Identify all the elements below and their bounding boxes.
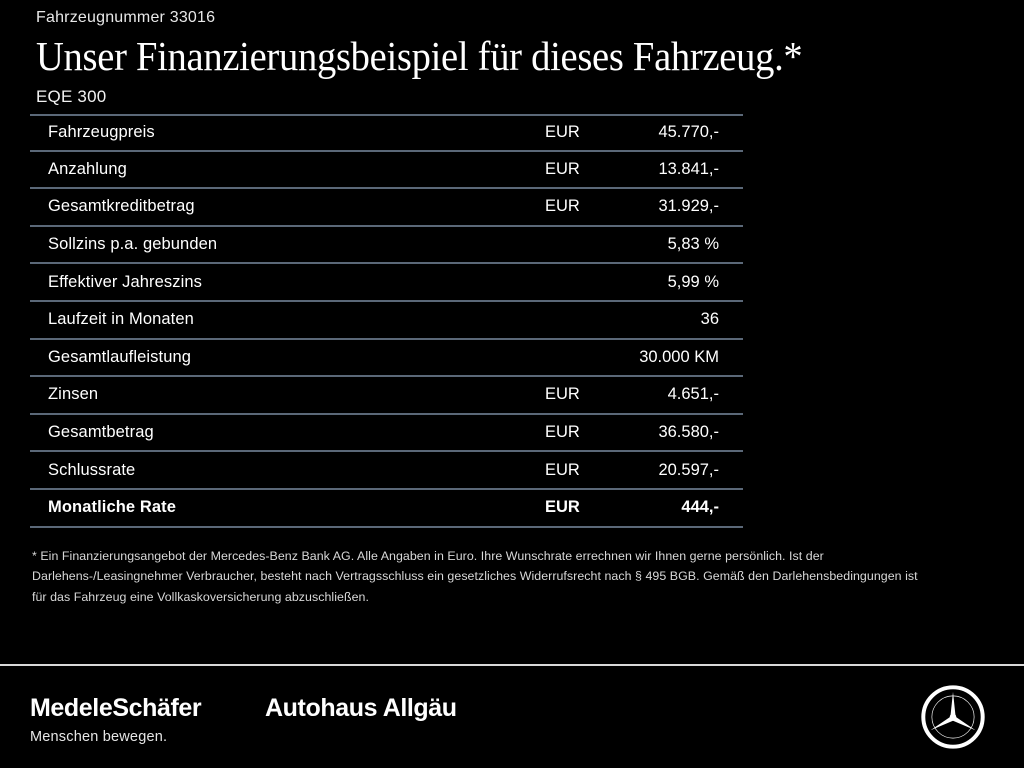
dealer-name: MedeleSchäfer	[30, 694, 202, 722]
row-label: Sollzins p.a. gebunden	[48, 235, 218, 254]
row-label: Gesamtlaufleistung	[48, 347, 192, 366]
row-value: 13.841,-	[658, 159, 719, 178]
table-row: Fahrzeugpreis EUR 45.770,-	[30, 114, 743, 152]
dealer-logo-medeleschaefer[interactable]: MedeleSchäfer Menschen bewegen.	[30, 694, 202, 747]
financing-table: Fahrzeugpreis EUR 45.770,- Anzahlung EUR 13.8…	[30, 114, 743, 528]
table-row: Sollzins p.a. gebunden 5,83 %	[30, 227, 743, 265]
dealer-slogan: Menschen bewegen.	[30, 729, 168, 745]
row-currency: EUR	[545, 498, 580, 517]
mercedes-star-icon	[921, 685, 985, 749]
row-currency: EUR	[545, 423, 580, 442]
row-value: 20.597,-	[658, 460, 719, 479]
vehicle-number: Fahrzeugnummer 33016	[36, 9, 216, 26]
row-value: 30.000 KM	[639, 347, 719, 366]
row-value: 45.770,-	[658, 123, 719, 142]
row-label: Anzahlung	[48, 159, 127, 178]
table-row: Monatliche Rate EUR 444,-	[30, 490, 743, 528]
table-row: Schlussrate EUR 20.597,-	[30, 452, 743, 490]
page-header: Fahrzeugnummer 33016 Unser Finanzierungs…	[0, 0, 1024, 108]
dealer-logo-autohaus-allgaeu[interactable]: Autohaus Allgäu	[265, 694, 457, 722]
row-label: Zinsen	[48, 385, 99, 404]
row-currency: EUR	[545, 123, 580, 142]
row-currency: EUR	[545, 460, 580, 479]
page-title: Unser Finanzierungsbeispiel für dieses F…	[36, 33, 803, 79]
row-label: Effektiver Jahreszins	[48, 272, 203, 291]
footer-divider	[0, 664, 1024, 666]
table-row: Gesamtlaufleistung 30.000 KM	[30, 340, 743, 378]
row-value: 4.651,-	[667, 385, 719, 404]
row-value: 36	[700, 310, 719, 329]
table-row: Zinsen EUR 4.651,-	[30, 377, 743, 415]
page-footer: MedeleSchäfer Menschen bewegen. Autohaus…	[0, 666, 1024, 768]
row-currency: EUR	[545, 385, 580, 404]
table-row: Gesamtbetrag EUR 36.580,-	[30, 415, 743, 453]
row-value: 444,-	[681, 498, 719, 517]
row-label: Schlussrate	[48, 460, 136, 479]
row-label: Gesamtkreditbetrag	[48, 197, 195, 216]
row-value: 5,83 %	[667, 235, 719, 254]
row-label: Laufzeit in Monaten	[48, 310, 194, 329]
table-row: Laufzeit in Monaten 36	[30, 302, 743, 340]
table-row: Gesamtkreditbetrag EUR 31.929,-	[30, 189, 743, 227]
table-row: Effektiver Jahreszins 5,99 %	[30, 264, 743, 302]
row-currency: EUR	[545, 197, 580, 216]
row-value: 5,99 %	[667, 272, 719, 291]
row-label: Fahrzeugpreis	[48, 123, 155, 142]
vehicle-model-name: EQE 300	[36, 87, 107, 106]
row-currency: EUR	[545, 159, 580, 178]
footnote-disclaimer: * Ein Finanzierungsangebot der Mercedes-…	[32, 548, 918, 604]
row-label: Gesamtbetrag	[48, 423, 154, 442]
row-label: Monatliche Rate	[48, 498, 177, 517]
row-value: 31.929,-	[658, 197, 719, 216]
table-row: Anzahlung EUR 13.841,-	[30, 152, 743, 190]
row-value: 36.580,-	[658, 423, 719, 442]
